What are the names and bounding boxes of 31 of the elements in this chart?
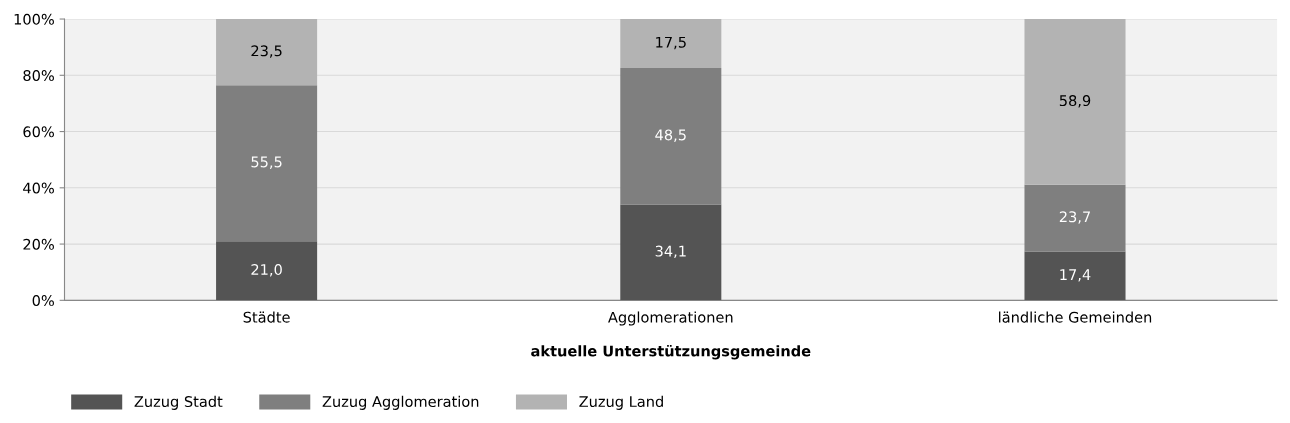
bar [216,241,318,301]
legend-label: Zuzug Agglomeration [322,395,479,410]
bar [1024,19,1126,185]
data-label: 55,5 [251,156,282,169]
bar [1024,251,1126,301]
x-tick-label: ländliche Gemeinden [999,311,1152,323]
data-label: 58,9 [1059,95,1091,108]
legend-label: Zuzug Land [579,395,663,410]
bar [620,67,722,205]
bar [1024,184,1126,252]
legend-label: Zuzug Stadt [134,395,223,410]
data-label: 23,5 [251,45,282,58]
x-tick-label: Agglomerationen [608,311,733,326]
data-label: 23,7 [1059,211,1090,224]
y-tick-label: 60% [23,126,54,138]
data-label: 17,4 [1060,269,1091,282]
y-tick-label: 100% [14,13,54,25]
data-label: 34,1 [655,245,686,259]
bar [620,204,722,301]
y-tick-label: 0% [32,295,54,307]
data-label: 48,5 [655,129,686,142]
y-tick-label: 80% [23,70,54,82]
data-label: 17,5 [656,36,686,50]
data-label: 21,0 [251,263,282,277]
x-tick-label: Städte [243,311,290,323]
bar [216,85,318,242]
bar [620,19,722,68]
x-axis-title: aktuelle Unterstützungsgemeinde [531,345,811,360]
bar [216,19,318,86]
y-tick-label: 40% [23,182,54,194]
y-tick-label: 20% [23,238,54,250]
